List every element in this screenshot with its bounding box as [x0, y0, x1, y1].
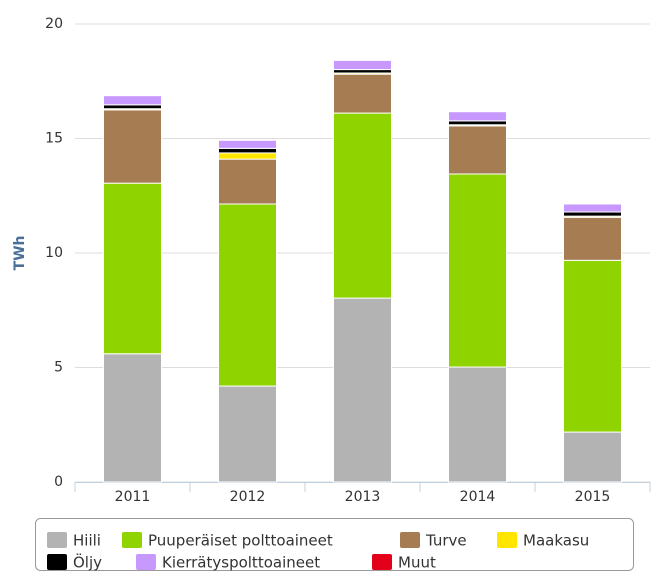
- y-axis-label: TWh: [12, 236, 28, 271]
- bar-segment: [563, 203, 622, 213]
- y-tick-label: 10: [45, 245, 63, 261]
- bar-segment: [103, 109, 162, 184]
- bar-segment: [218, 139, 277, 149]
- bar-segment: [333, 59, 392, 71]
- x-tick-label: 2015: [575, 489, 611, 505]
- legend-label: Kierrätyspolttoaineet: [162, 554, 320, 572]
- bar-segment: [563, 216, 622, 261]
- bar-segment: [218, 158, 277, 205]
- x-tick-label: 2011: [115, 489, 151, 505]
- bar-segment: [333, 69, 392, 74]
- bar-segment: [103, 182, 162, 355]
- legend-swatch: [122, 532, 142, 548]
- bar-segment: [103, 104, 162, 110]
- legend-box: [35, 518, 634, 571]
- legend-label: Muut: [398, 554, 436, 572]
- y-tick-label: 0: [54, 474, 63, 490]
- x-tick-label: 2014: [460, 489, 496, 505]
- legend-label: Hiili: [73, 532, 101, 550]
- legend-swatch: [497, 532, 517, 548]
- bar-segment: [333, 297, 392, 483]
- y-tick-label: 20: [45, 16, 63, 32]
- bar-segment: [218, 152, 277, 160]
- legend-swatch: [136, 554, 156, 570]
- x-tick-label: 2012: [230, 489, 266, 505]
- bar-segment: [333, 112, 392, 299]
- bar-segment: [103, 95, 162, 106]
- y-tick-label: 15: [45, 131, 63, 147]
- bar-segment: [333, 73, 392, 114]
- bar-segment: [563, 259, 622, 433]
- legend-swatch: [400, 532, 420, 548]
- bar-segment: [448, 111, 507, 122]
- legend-swatch: [47, 554, 67, 570]
- bar-segment: [218, 203, 277, 387]
- bar-segment: [448, 366, 507, 483]
- bar-segment: [563, 211, 622, 217]
- bar-segment: [448, 125, 507, 175]
- legend-label: Turve: [425, 532, 467, 550]
- bar-segment: [103, 353, 162, 483]
- y-tick-label: 5: [54, 360, 63, 376]
- x-tick-label: 2013: [345, 489, 381, 505]
- legend-label: Öljy: [73, 553, 102, 572]
- bar-segment: [218, 147, 277, 154]
- legend-label: Puuperäiset polttoaineet: [148, 532, 333, 550]
- bar-segment: [448, 120, 507, 126]
- legend-label: Maakasu: [523, 532, 589, 550]
- legend-swatch: [372, 554, 392, 570]
- legend-swatch: [47, 532, 67, 548]
- bar-segment: [218, 385, 277, 483]
- bar-segment: [448, 173, 507, 368]
- bar-segment: [563, 431, 622, 483]
